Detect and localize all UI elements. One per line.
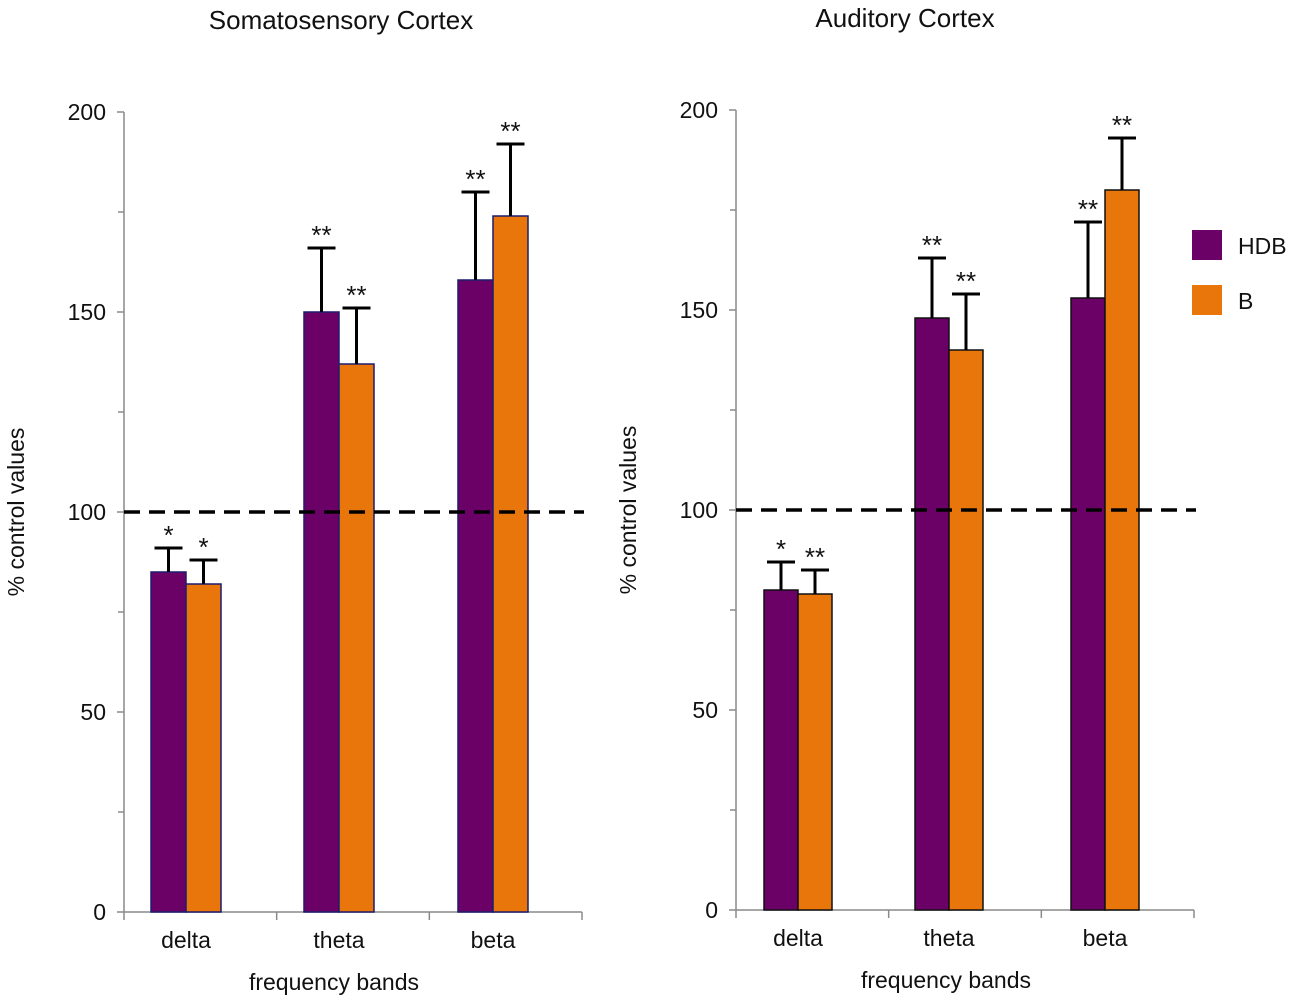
x-tick-label: delta — [161, 927, 211, 953]
significance-mark: ** — [805, 542, 825, 572]
x-tick-label: theta — [923, 925, 974, 951]
bar-hdb-theta — [914, 317, 950, 911]
significance-mark: ** — [956, 266, 976, 296]
significance-mark: ** — [922, 230, 942, 260]
bar-b-theta — [338, 363, 375, 913]
legend-swatch-hdb — [1192, 230, 1222, 260]
y-axis-label: % control values — [615, 426, 641, 595]
chart-title: Somatosensory Cortex — [209, 5, 473, 35]
significance-mark: * — [163, 520, 173, 550]
y-tick-label: 150 — [680, 297, 718, 323]
significance-mark: ** — [1078, 194, 1098, 224]
bar-hdb-beta — [1070, 297, 1106, 911]
bar-hdb-delta — [763, 589, 799, 911]
x-tick-label: beta — [1083, 925, 1128, 951]
bar-b-delta — [797, 593, 833, 911]
bar-hdb-delta — [150, 571, 187, 913]
y-tick-label: 150 — [68, 299, 106, 325]
bar-hdb-theta — [303, 311, 340, 913]
y-tick-label: 50 — [80, 699, 106, 725]
auditory-panel: Auditory Cortex % control values frequen… — [615, 3, 1196, 993]
y-tick-label: 0 — [705, 897, 718, 923]
bar-hdb-beta — [457, 279, 494, 913]
legend-label-hdb: HDB — [1238, 233, 1287, 259]
bar-b-delta — [185, 583, 222, 913]
significance-mark: ** — [465, 164, 485, 194]
y-tick-label: 200 — [68, 99, 106, 125]
legend-swatch-b — [1192, 285, 1222, 315]
y-tick-label: 50 — [692, 697, 718, 723]
legend-label-b: B — [1238, 288, 1253, 314]
significance-mark: ** — [311, 220, 331, 250]
x-tick-label: theta — [313, 927, 364, 953]
significance-mark: * — [198, 532, 208, 562]
chart-title: Auditory Cortex — [815, 3, 994, 33]
significance-mark: ** — [1112, 110, 1132, 140]
legend: HDB B — [1192, 230, 1287, 315]
significance-mark: ** — [500, 116, 520, 146]
bar-b-beta — [492, 215, 529, 913]
x-tick-label: delta — [773, 925, 823, 951]
x-axis-label: frequency bands — [249, 969, 419, 995]
y-tick-label: 200 — [680, 97, 718, 123]
significance-mark: ** — [346, 280, 366, 310]
y-tick-label: 100 — [68, 499, 106, 525]
x-tick-label: beta — [471, 927, 516, 953]
y-axis-label: % control values — [3, 428, 29, 597]
bar-b-beta — [1104, 189, 1140, 911]
somatosensory-panel: Somatosensory Cortex % control values fr… — [3, 5, 584, 995]
y-tick-label: 0 — [93, 899, 106, 925]
significance-mark: * — [776, 534, 786, 564]
x-axis-label: frequency bands — [861, 967, 1031, 993]
bar-b-theta — [948, 349, 984, 911]
y-tick-label: 100 — [680, 497, 718, 523]
